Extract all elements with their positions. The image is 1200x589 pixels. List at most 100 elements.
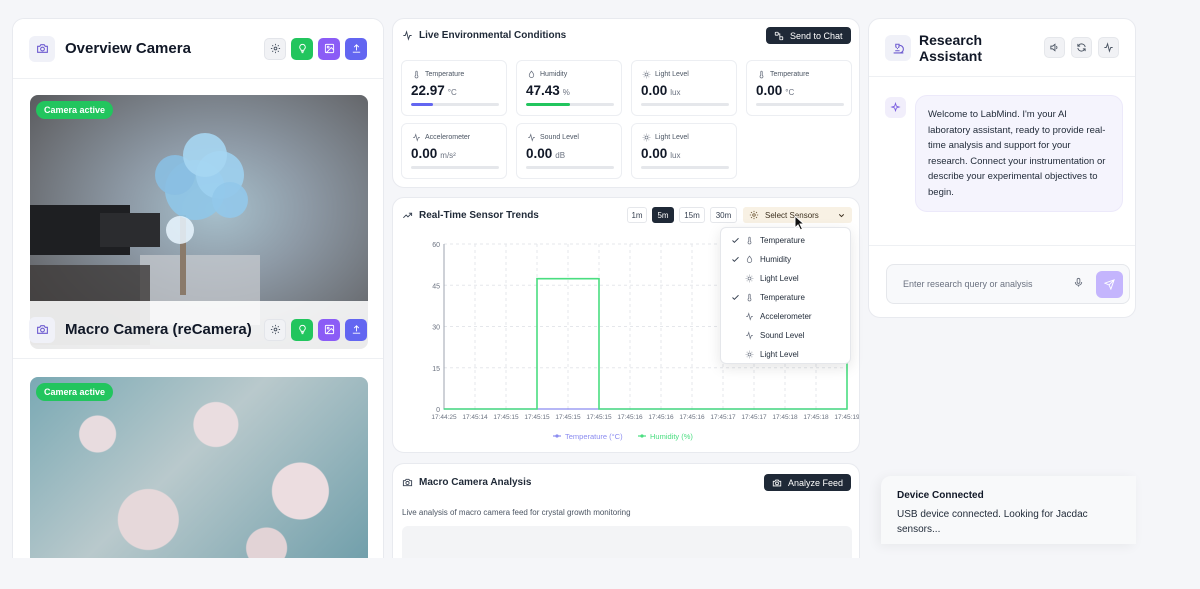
lightbulb-icon: [298, 43, 306, 54]
sensor-value-text: 0.00: [526, 146, 553, 161]
assistant-header: Research Assistant: [869, 19, 1135, 77]
sensor-value-text: 22.97: [411, 83, 445, 98]
trending-up-icon: [403, 212, 413, 219]
data-point: [536, 278, 538, 280]
x-tick-label: 17:45:16: [648, 414, 674, 421]
sensor-option[interactable]: Temperature: [721, 231, 850, 250]
camera-snapshot-button[interactable]: [318, 37, 340, 60]
overview-camera-title: Overview Camera: [65, 40, 191, 57]
macro-camera-title: Macro Camera (reCamera): [65, 321, 252, 338]
y-tick-label: 30: [432, 325, 440, 332]
camera-icon: [772, 479, 782, 486]
activity-icon: [403, 30, 412, 41]
sensor-value-text: 0.00: [641, 83, 668, 98]
camera-upload-button[interactable]: [345, 37, 367, 60]
microphone-icon[interactable]: [1073, 277, 1084, 288]
send-icon: [1104, 279, 1115, 290]
sensor-card: Accelerometer 0.00 m/s²: [401, 123, 507, 179]
research-assistant-panel: Research Assistant Welcome to LabMind. I…: [868, 18, 1136, 318]
sensor-card: Temperature 0.00 °C: [746, 60, 852, 116]
sensor-value: 22.97 °C: [411, 83, 457, 98]
analyze-feed-button[interactable]: Analyze Feed: [764, 474, 852, 491]
sensor-label-text: Light Level: [655, 71, 689, 78]
sensor-unit: dB: [555, 151, 566, 160]
camera-lightbulb-button[interactable]: [291, 37, 313, 60]
x-tick-label: 17:45:15: [493, 414, 519, 421]
data-point: [567, 408, 569, 410]
y-tick-label: 45: [432, 283, 440, 290]
macro-analysis-panel: Macro Camera Analysis Analyze Feed Live …: [392, 463, 860, 558]
sensor-option-label: Temperature: [760, 236, 805, 245]
macro-settings-button[interactable]: [264, 318, 286, 341]
legend-marker: [640, 434, 644, 438]
sensor-option[interactable]: Accelerometer: [721, 307, 850, 326]
y-tick-label: 60: [432, 242, 440, 249]
sensor-value: 0.00 lux: [641, 146, 681, 161]
environment-title: Live Environmental Conditions: [402, 30, 566, 41]
analysis-title: Macro Camera Analysis: [402, 477, 531, 488]
thermometer-icon: [414, 70, 419, 79]
refresh-button[interactable]: [1071, 37, 1092, 58]
sensor-value-text: 0.00: [411, 146, 438, 161]
sensor-trend-chart: 0 15 30 45 60 17:44:25 17:45:14 17:45:15 17:45:1…: [431, 242, 859, 441]
macro-camera-header: Macro Camera (reCamera): [13, 301, 383, 359]
sensor-option[interactable]: Sound Level: [721, 326, 850, 345]
sensor-option-label: Accelerometer: [760, 312, 812, 321]
sensor-option[interactable]: Light Level: [721, 269, 850, 288]
sensor-option[interactable]: Humidity: [721, 250, 850, 269]
macro-upload-button[interactable]: [345, 318, 367, 341]
chevron-down-icon: [838, 213, 845, 217]
range-button-15m[interactable]: 15m: [679, 207, 705, 223]
trends-title: Real-Time Sensor Trends: [402, 210, 539, 221]
microscope-icon: [885, 34, 911, 61]
sensor-value: 0.00 m/s²: [411, 146, 456, 161]
check-icon: [731, 293, 745, 302]
lightbulb-icon: [298, 324, 306, 335]
research-query-input[interactable]: Enter research query or analysis: [886, 264, 1130, 304]
range-button-1m[interactable]: 1m: [627, 207, 647, 223]
sensor-label: Light Level: [642, 133, 689, 142]
sensor-label: Humidity: [527, 70, 567, 79]
refresh-icon: [1077, 43, 1086, 52]
range-button-30m[interactable]: 30m: [710, 207, 737, 223]
research-query-placeholder: Enter research query or analysis: [903, 279, 1033, 289]
environment-panel: Live Environmental Conditions Send to Ch…: [392, 18, 860, 188]
x-tick-label: 17:45:15: [524, 414, 550, 421]
upload-icon: [352, 44, 360, 53]
legend-label: Humidity (%): [650, 432, 693, 441]
image-icon: [324, 43, 334, 54]
sensor-option[interactable]: Light Level: [721, 345, 850, 364]
x-tick-label: 17:45:17: [710, 414, 736, 421]
data-point: [474, 408, 476, 410]
assistant-title: Research Assistant: [919, 31, 983, 64]
sensor-label-text: Accelerometer: [425, 134, 471, 141]
sensor-level-bar: [411, 103, 499, 106]
select-sensors-dropdown: Temperature Humidity Light Level Temperatur…: [720, 227, 851, 364]
sensor-unit: °C: [447, 88, 457, 97]
activity-button[interactable]: [1098, 37, 1119, 58]
thermometer-icon: [747, 236, 752, 245]
speaker-button[interactable]: [1044, 37, 1065, 58]
sensor-option[interactable]: Temperature: [721, 288, 850, 307]
data-point: [660, 408, 662, 410]
range-button-5m[interactable]: 5m: [652, 207, 674, 223]
mouse-cursor-icon: [794, 215, 806, 231]
camera-settings-button[interactable]: [264, 37, 286, 60]
analysis-title-text: Macro Camera Analysis: [419, 477, 532, 488]
sensor-label: Sound Level: [527, 133, 579, 142]
send-to-chat-button[interactable]: Send to Chat: [766, 27, 851, 44]
macro-lightbulb-button[interactable]: [291, 318, 313, 341]
toast-title: Device Connected: [897, 490, 984, 501]
y-tick-label: 0: [436, 407, 440, 414]
data-point: [753, 408, 755, 410]
gear-icon: [270, 43, 280, 54]
select-sensors-button[interactable]: Select Sensors: [743, 207, 852, 223]
macro-snapshot-button[interactable]: [318, 318, 340, 341]
sensor-option-label: Light Level: [760, 274, 799, 283]
activity-icon: [1104, 42, 1113, 53]
macro-camera-feed: Camera active: [30, 377, 368, 558]
device-connected-toast: Device Connected USB device connected. L…: [881, 476, 1136, 544]
send-button[interactable]: [1096, 271, 1123, 298]
sensor-label-text: Humidity: [540, 71, 568, 78]
sensor-option-label: Temperature: [760, 293, 805, 302]
